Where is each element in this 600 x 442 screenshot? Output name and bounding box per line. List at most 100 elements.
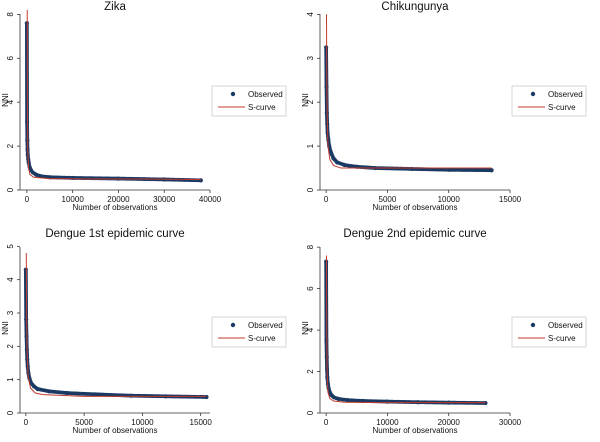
x-tick-label: 30000 bbox=[153, 195, 176, 204]
y-tick-label: 3 bbox=[6, 310, 15, 315]
legend-box bbox=[211, 85, 287, 117]
x-tick-label: 0 bbox=[24, 418, 29, 427]
observed-series bbox=[324, 259, 488, 406]
observed-point bbox=[45, 389, 50, 393]
observed-point bbox=[330, 394, 335, 399]
observed-point bbox=[340, 162, 345, 167]
observed-point bbox=[28, 166, 33, 171]
x-tick-label: 5000 bbox=[75, 418, 93, 427]
observed-point bbox=[359, 398, 364, 403]
legend-observed-marker bbox=[230, 91, 236, 97]
observed-point bbox=[326, 384, 331, 388]
legend: Observed S-curve bbox=[211, 85, 287, 117]
y-tick-label: 3 bbox=[306, 56, 315, 61]
legend-s-curve-label: S-curve bbox=[248, 103, 276, 112]
y-tick-label: 4 bbox=[306, 12, 315, 17]
y-tick-label: 1 bbox=[306, 143, 315, 148]
y-tick-label: 5 bbox=[6, 244, 15, 249]
observed-point bbox=[488, 168, 492, 173]
y-axis-title: NNI bbox=[301, 93, 310, 107]
observed-point bbox=[328, 149, 333, 153]
observed-point bbox=[62, 390, 67, 395]
legend-observed-label: Observed bbox=[548, 90, 583, 99]
legend-s-curve-label: S-curve bbox=[248, 334, 276, 343]
observed-point bbox=[92, 392, 97, 397]
legend: Observed S-curve bbox=[211, 316, 287, 348]
y-tick-label: 0 bbox=[306, 187, 315, 192]
y-tick-label: 0 bbox=[6, 187, 15, 192]
chart-panel-3: Dengue 1st epidemic curve 0 1 2 3 4 5 0 5000 1000… bbox=[1, 228, 287, 435]
y-tick-label: 4 bbox=[6, 277, 15, 282]
observed-point bbox=[334, 159, 338, 163]
x-tick-label: 15000 bbox=[499, 195, 522, 204]
x-tick-label: 20000 bbox=[107, 195, 130, 204]
y-axis-title: NNI bbox=[1, 321, 10, 335]
legend-box bbox=[511, 85, 587, 117]
chart-title: Dengue 2nd epidemic curve bbox=[343, 228, 486, 240]
legend-box bbox=[211, 316, 287, 348]
x-axis-title: Number of observations bbox=[373, 203, 458, 212]
s-curve-line bbox=[326, 14, 492, 169]
x-tick-label: 10000 bbox=[62, 195, 85, 204]
x-axis-title: Number of observations bbox=[73, 203, 158, 212]
legend-observed-marker bbox=[530, 322, 536, 328]
observed-point bbox=[334, 396, 339, 401]
observed-point bbox=[202, 395, 207, 399]
y-axis-title: NNI bbox=[1, 93, 10, 107]
observed-point bbox=[127, 393, 131, 398]
observed-point bbox=[353, 164, 357, 169]
x-tick-label: 20000 bbox=[438, 418, 461, 427]
y-tick-label: 4 bbox=[306, 327, 315, 332]
y-tick-label: 6 bbox=[306, 286, 315, 291]
x-tick-label: 5000 bbox=[379, 195, 397, 204]
observed-point bbox=[24, 316, 29, 320]
chart-panel-1: Zika 0 2 4 6 8 0 10000 20000 30000 40000 Number of … bbox=[1, 1, 287, 212]
x-tick-label: 40000 bbox=[199, 195, 222, 204]
y-tick-label: 6 bbox=[6, 56, 15, 61]
y-tick-label: 4 bbox=[6, 99, 15, 104]
chart-panel-2: Chikungunya 0 1 2 3 4 0 5000 10000 15000 Number of… bbox=[301, 1, 587, 212]
y-tick-label: 8 bbox=[306, 244, 315, 249]
x-tick-label: 10000 bbox=[376, 418, 399, 427]
legend-s-curve-label: S-curve bbox=[548, 103, 576, 112]
y-tick-label: 0 bbox=[306, 410, 315, 415]
x-tick-label: 0 bbox=[324, 195, 329, 204]
legend-observed-label: Observed bbox=[548, 321, 583, 330]
x-tick-label: 0 bbox=[324, 418, 329, 427]
x-axis-title: Number of observations bbox=[373, 426, 458, 435]
observed-point bbox=[27, 162, 32, 167]
chart-title: Chikungunya bbox=[381, 1, 449, 13]
x-tick-label: 30000 bbox=[499, 418, 522, 427]
chart-title: Dengue 1st epidemic curve bbox=[45, 228, 184, 240]
legend-observed-label: Observed bbox=[248, 90, 283, 99]
legend: Observed S-curve bbox=[511, 85, 587, 117]
x-tick-label: 10000 bbox=[438, 195, 461, 204]
x-tick-label: 0 bbox=[25, 195, 30, 204]
y-tick-label: 2 bbox=[6, 143, 15, 148]
y-tick-label: 0 bbox=[6, 410, 15, 415]
observed-point bbox=[343, 397, 348, 402]
chart-panel-4: Dengue 2nd epidemic curve 0 2 4 6 8 0 10000 2000… bbox=[301, 228, 587, 435]
x-axis-title: Number of observations bbox=[73, 426, 158, 435]
observed-point bbox=[328, 391, 333, 396]
observed-series bbox=[24, 21, 203, 183]
s-curve-line bbox=[26, 9, 201, 180]
observed-point bbox=[330, 154, 335, 159]
x-tick-label: 10000 bbox=[131, 418, 154, 427]
legend-observed-label: Observed bbox=[248, 321, 283, 330]
legend-s-curve-label: S-curve bbox=[548, 334, 576, 343]
observed-series bbox=[324, 45, 494, 173]
observed-series bbox=[23, 267, 209, 400]
chart-title: Zika bbox=[104, 1, 126, 13]
y-tick-label: 2 bbox=[6, 344, 15, 349]
x-tick-label: 15000 bbox=[190, 418, 213, 427]
y-tick-label: 8 bbox=[6, 12, 15, 17]
legend-observed-marker bbox=[230, 322, 236, 328]
legend-box bbox=[511, 316, 587, 348]
y-tick-label: 2 bbox=[306, 369, 315, 374]
observed-point bbox=[30, 382, 35, 387]
s-curve-line bbox=[25, 252, 207, 397]
observed-point bbox=[32, 171, 37, 176]
observed-point bbox=[37, 173, 41, 178]
